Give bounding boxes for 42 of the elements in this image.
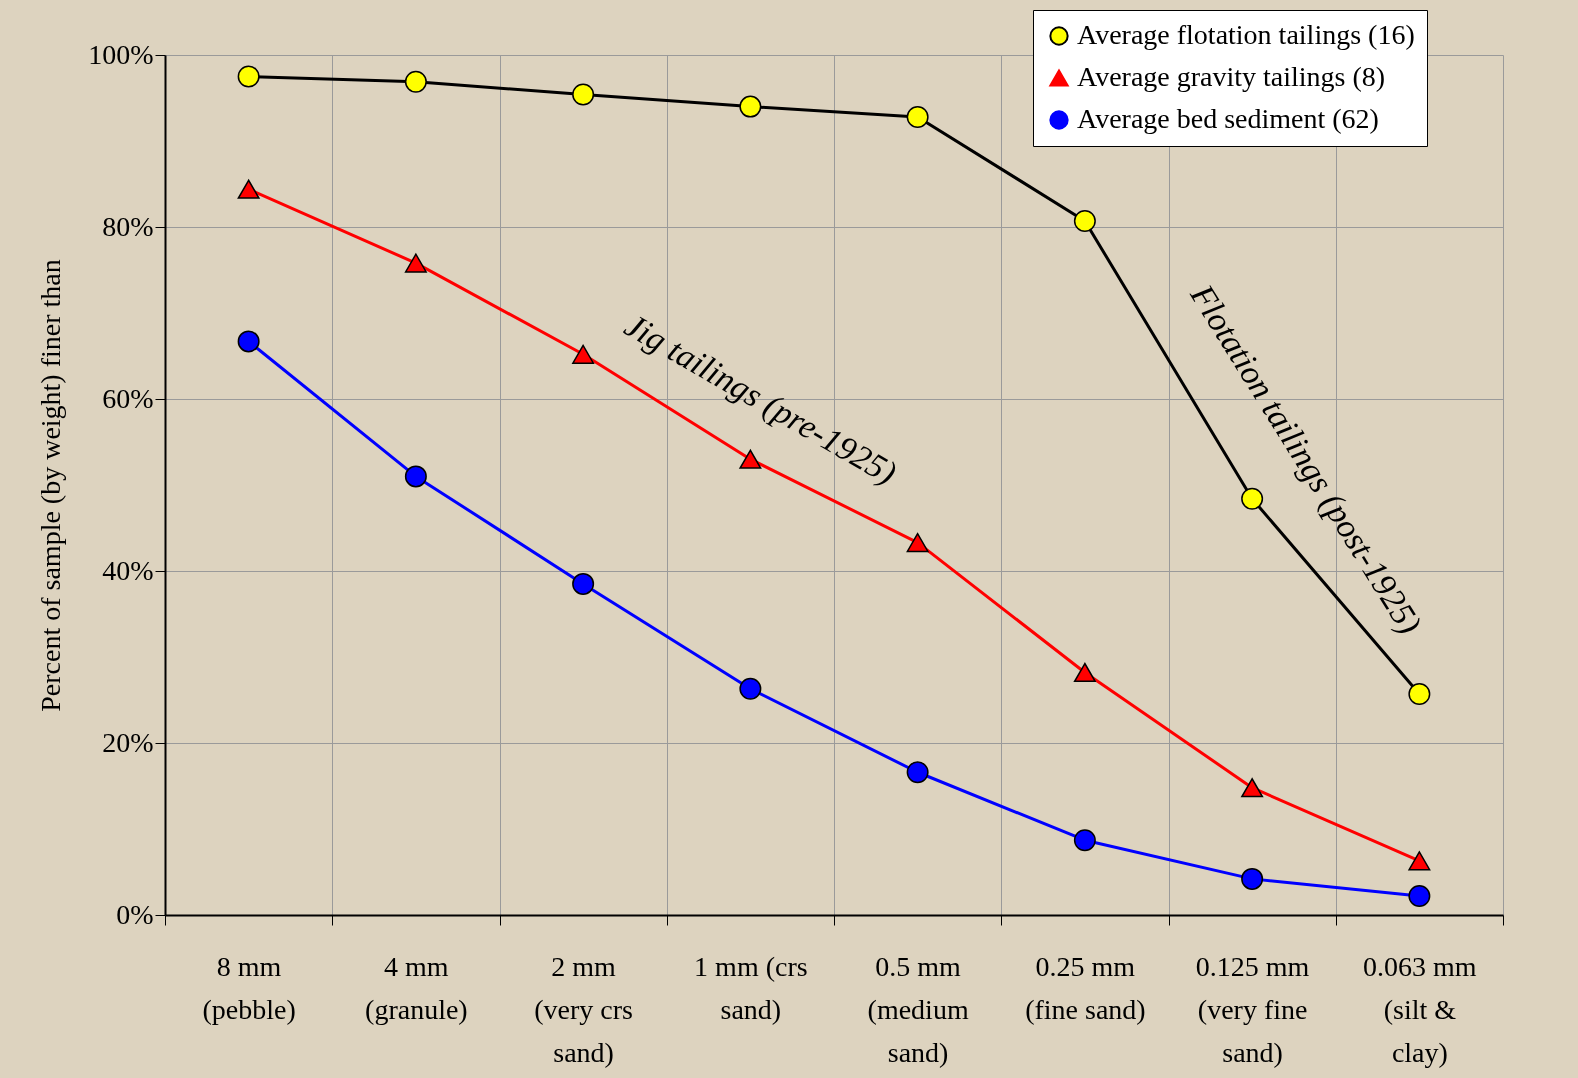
point (237, 179, 260, 199)
legend-label: Average bed sediment (62) (1077, 103, 1379, 134)
point (1241, 867, 1264, 890)
point (1241, 487, 1264, 510)
point (404, 70, 427, 93)
y-tick-label: 100% (88, 38, 154, 70)
x-tick-label: 1 mm (crs sand) (694, 950, 808, 1025)
point (572, 572, 595, 595)
y-tick-label: 80% (102, 210, 154, 242)
point (572, 83, 595, 106)
point (572, 344, 595, 364)
point (739, 677, 762, 700)
point (1408, 885, 1431, 908)
point (739, 449, 762, 469)
y-tick-label: 40% (102, 554, 154, 586)
point (237, 65, 260, 88)
x-tick-label: 8 mm (pebble) (202, 950, 296, 1025)
point (1241, 778, 1264, 798)
point (1073, 829, 1096, 852)
x-tick-label: 0.063 mm (silt & clay) (1363, 950, 1477, 1068)
point (1073, 210, 1096, 232)
x-tick-label: 0.125 mm (very fine sand) (1195, 950, 1310, 1068)
point (404, 253, 427, 273)
y-axis-title: Percent of sample (by weight) finer than (35, 259, 67, 712)
x-tick-label: 4 mm (granule) (365, 950, 468, 1025)
y-tick-label: 20% (102, 726, 154, 758)
x-tick-label: 2 mm (very crs sand) (534, 950, 633, 1068)
point (906, 533, 929, 553)
point (1408, 851, 1431, 871)
point (739, 95, 762, 118)
point (1073, 662, 1096, 683)
point (404, 465, 427, 488)
point (1408, 683, 1431, 705)
y-tick-label: 0% (116, 898, 154, 930)
legend-label: Average gravity tailings (8) (1077, 61, 1386, 92)
x-tick-label: 0.5 mm (medium sand) (867, 950, 969, 1068)
legend-label: Average flotation tailings (16) (1077, 19, 1415, 50)
point (906, 761, 929, 784)
point (906, 105, 929, 128)
y-tick-label: 60% (102, 382, 154, 414)
x-tick-label: 0.25 mm (fine sand) (1025, 950, 1146, 1025)
point (237, 330, 260, 353)
